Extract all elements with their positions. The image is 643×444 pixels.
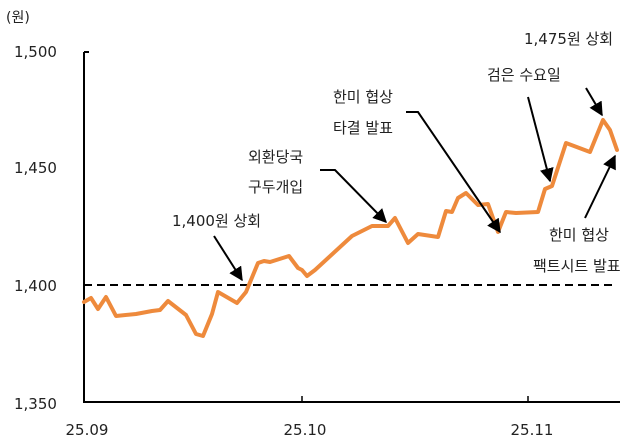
- x-tick-2509: 25.09: [66, 421, 109, 439]
- annotation-intervention-label-1: 외환당국: [248, 148, 303, 166]
- annotation-1475-arrow: [585, 87, 603, 117]
- annotation-black-wednesday-label: 검은 수요일: [487, 66, 561, 84]
- annotation-1400-label: 1,400원 상회: [172, 212, 261, 230]
- x-axis: [83, 396, 620, 403]
- y-tick-1350: 1,350: [14, 395, 57, 413]
- x-tick-2511: 25.11: [511, 421, 554, 439]
- annotation-1400-arrow: [213, 235, 243, 282]
- annotation-black-wednesday-arrow: [527, 96, 554, 183]
- annotation-factsheet-label-1: 한미 협상: [549, 226, 609, 244]
- annotation-trade-deal-label-2: 타결 발표: [333, 119, 393, 137]
- exchange-rate-line: [82, 118, 619, 338]
- annotation-trade-deal-arrow: [406, 111, 501, 234]
- x-tick-2510: 25.10: [284, 421, 327, 439]
- y-axis: [83, 51, 89, 403]
- y-tick-1500: 1,500: [14, 43, 57, 61]
- annotation-factsheet-label-2: 팩트시트 발표: [533, 257, 621, 275]
- annotation-trade-deal-label-1: 한미 협상: [333, 88, 393, 106]
- annotation-1475-label: 1,475원 상회: [524, 30, 613, 48]
- y-tick-1400: 1,400: [14, 277, 57, 295]
- annotation-factsheet-arrow: [584, 154, 616, 219]
- annotation-intervention-label-2: 구두개입: [248, 178, 303, 196]
- annotation-intervention-arrow: [320, 169, 387, 223]
- y-unit-label: (원): [6, 10, 30, 26]
- y-tick-1450: 1,450: [14, 159, 57, 177]
